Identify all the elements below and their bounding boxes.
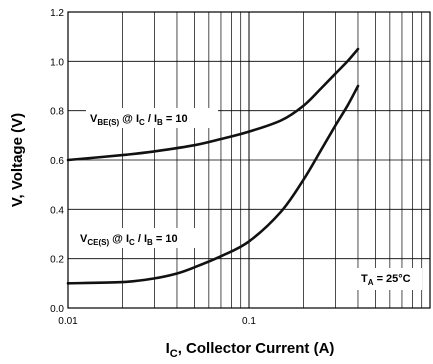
grid-lines [67, 11, 430, 309]
y-tick-label: 1.0 [50, 57, 64, 68]
x-axis-title-main: I [166, 340, 170, 357]
vbe-series-line [66, 47, 360, 162]
y-tick-labels: 0.0 0.2 0.4 0.6 0.8 1.0 1.2 [50, 8, 64, 315]
vce-at-sub: C [129, 238, 135, 247]
x-tick-label: 0.01 [58, 316, 78, 327]
plot-frame [67, 11, 431, 309]
vbe-tail: = 10 [163, 113, 188, 125]
vbe-v: V [90, 113, 98, 125]
vbe-at: @ I [119, 113, 139, 125]
temp-tail: = 25°C [374, 273, 411, 285]
x-axis-title-rest: , Collector Current (A) [178, 340, 335, 357]
vce-v-sub: CE(S) [87, 238, 109, 247]
y-tick-label: 1.2 [50, 8, 64, 19]
x-tick-labels: 0.01 0.1 [58, 316, 256, 327]
y-axis-title: V, Voltage (V) [9, 113, 26, 207]
vbe-annotation-box [86, 108, 218, 128]
x-axis-title: IC, Collector Current (A) [166, 340, 335, 360]
vce-slash-sub: B [147, 238, 153, 247]
vbe-annotation: VBE(S) @ IC / IB = 10 [90, 113, 188, 127]
temp-annotation-box [356, 268, 422, 290]
y-tick-label: 0.4 [50, 205, 64, 216]
vce-slash: / I [135, 233, 147, 245]
vce-series-line [66, 84, 360, 285]
y-tick-label: 0.2 [50, 255, 64, 266]
series-curves [66, 47, 360, 285]
vbe-at-sub: C [139, 118, 145, 127]
y-tick-label: 0.6 [50, 156, 64, 167]
vbe-v-sub: BE(S) [97, 118, 119, 127]
vce-tail: = 10 [153, 233, 178, 245]
vce-annotation: VCE(S) @ IC / IB = 10 [80, 233, 178, 247]
y-tick-label: 0.0 [50, 304, 64, 315]
vce-annotation-box [76, 228, 208, 248]
vbe-slash-sub: B [157, 118, 163, 127]
x-axis-title-sub: C [170, 348, 178, 360]
temp-t-sub: A [368, 278, 374, 287]
x-tick-label: 0.1 [242, 316, 256, 327]
y-tick-label: 0.8 [50, 107, 64, 118]
vce-at: @ I [109, 233, 129, 245]
temp-t: T [361, 273, 368, 285]
vce-v: V [80, 233, 88, 245]
temp-annotation: TA = 25°C [361, 273, 411, 287]
vbe-slash: / I [145, 113, 157, 125]
